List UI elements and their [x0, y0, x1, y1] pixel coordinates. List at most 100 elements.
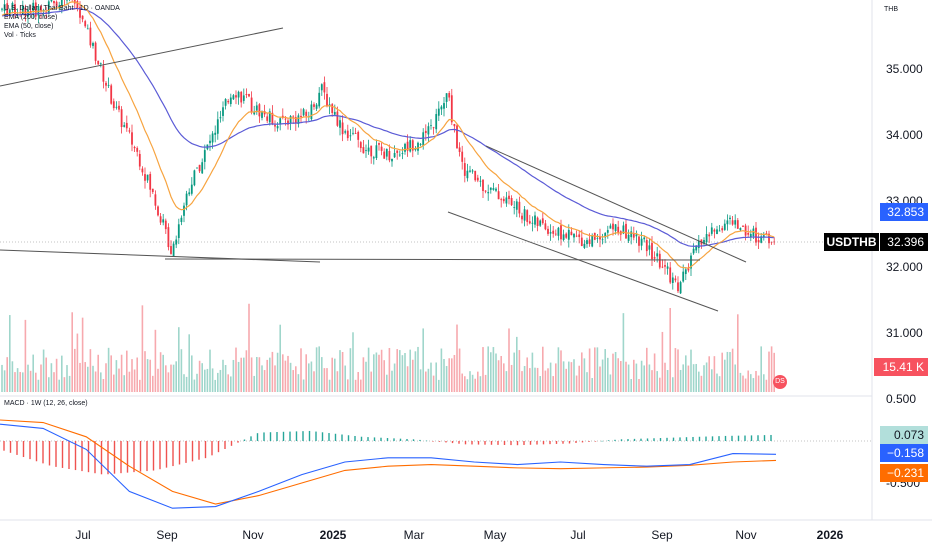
candle-body [344, 131, 347, 133]
candle-body [378, 143, 380, 145]
volume-bar [669, 307, 671, 392]
candle-body [362, 147, 365, 154]
channel-lower-trendline [447, 211, 719, 312]
candle-body [450, 95, 453, 123]
volume-bar [518, 350, 521, 392]
candle-body [729, 217, 731, 219]
legend-volume[interactable]: Vol · Ticks [4, 32, 36, 39]
macd-hist-bar [432, 441, 434, 442]
candle-body [705, 234, 708, 243]
macd-hist-bar [464, 441, 467, 445]
candle-body [549, 232, 552, 234]
volume-bar [378, 354, 380, 392]
volume-bar [521, 371, 523, 392]
candle-body [274, 124, 276, 127]
candle-body [448, 92, 451, 98]
candle-body [21, 5, 24, 14]
volume-bar [627, 364, 630, 392]
macd-hist-bar [120, 441, 122, 474]
volume-bar [352, 332, 354, 392]
volume-bar [35, 372, 37, 392]
candle-body [508, 195, 510, 200]
candle-body [427, 126, 430, 135]
macd-hist-bar [497, 441, 499, 445]
volume-bar [357, 372, 359, 392]
candle-body [635, 234, 638, 237]
volume-bar [575, 375, 578, 392]
volume-bar [74, 348, 76, 392]
candle-body [123, 125, 126, 127]
volume-bar [612, 353, 614, 392]
macd-hist-bar [523, 441, 525, 445]
candle-body [469, 170, 471, 172]
candle-body [193, 170, 196, 186]
candle-body [502, 198, 505, 202]
dividends-splits-icon[interactable]: DS [773, 375, 787, 389]
candle-body [677, 282, 679, 292]
volume-bar [128, 371, 131, 392]
volume-bar [617, 358, 619, 392]
volume-bar [313, 371, 315, 392]
candle-body [419, 143, 422, 145]
macd-hist-bar [503, 441, 506, 445]
volume-bar [159, 352, 162, 392]
volume-bar [362, 357, 365, 392]
candle-body [107, 84, 110, 86]
volume-bar [435, 362, 437, 392]
volume-bar [22, 372, 24, 392]
volume-bar [243, 357, 245, 392]
symbol-badge[interactable]: USDTHB [824, 233, 879, 251]
resistance-trendline [0, 27, 284, 87]
volume-bar [409, 349, 411, 392]
volume-bar [3, 370, 6, 392]
macd-hist-bar [549, 441, 551, 445]
macd-hist-bar [9, 441, 12, 453]
legend-ema50[interactable]: EMA (50, close) [4, 23, 54, 30]
volume-bar [360, 379, 362, 392]
time-axis-tick: Sep [156, 528, 178, 542]
volume-bar [110, 355, 112, 392]
candle-body [515, 201, 518, 210]
candle-body [755, 227, 757, 243]
macd-hist-bar [139, 441, 142, 472]
candle-body [141, 168, 144, 173]
candle-body [757, 240, 760, 243]
volume-bar [474, 378, 476, 392]
volume-bar [230, 376, 232, 392]
volume-bar [282, 354, 284, 392]
candle-body [500, 199, 503, 201]
volume-bar [87, 366, 89, 392]
macd-hist-bar [380, 437, 382, 441]
macd-hist-bar [555, 441, 558, 444]
volume-bar [643, 365, 645, 392]
volume-bar [503, 363, 505, 392]
macd-hist-bar [22, 441, 25, 458]
legend-symbol[interactable]: U.S. Dollar / Thai Baht · 1D · OANDA [4, 5, 120, 12]
volume-bar [204, 369, 206, 392]
macd-hist-bar [731, 435, 733, 441]
support-trendline-long [0, 249, 321, 263]
legend-ema200[interactable]: EMA (200, close) [4, 14, 58, 21]
candle-body [627, 234, 630, 241]
volume-bar [716, 373, 718, 392]
candle-body [435, 114, 438, 130]
volume-bar [79, 362, 81, 392]
volume-bar [97, 354, 99, 392]
candle-body [6, 3, 9, 16]
candle-body [487, 192, 490, 194]
macd-hist-bar [204, 441, 207, 459]
volume-bar [276, 352, 279, 392]
macd-hist-bar [48, 441, 51, 466]
candle-body [97, 60, 100, 65]
macd-hist-bar [724, 435, 727, 441]
volume-bar [635, 363, 638, 392]
volume-bar [321, 357, 323, 392]
volume-bar [102, 379, 105, 392]
volume-bar [534, 367, 536, 392]
macd-legend[interactable]: MACD · 1W (12, 26, close) [4, 400, 88, 407]
volume-bar [731, 348, 734, 392]
candle-body [136, 148, 139, 152]
volume-bar [373, 354, 375, 392]
macd-hist-bar [672, 437, 675, 441]
